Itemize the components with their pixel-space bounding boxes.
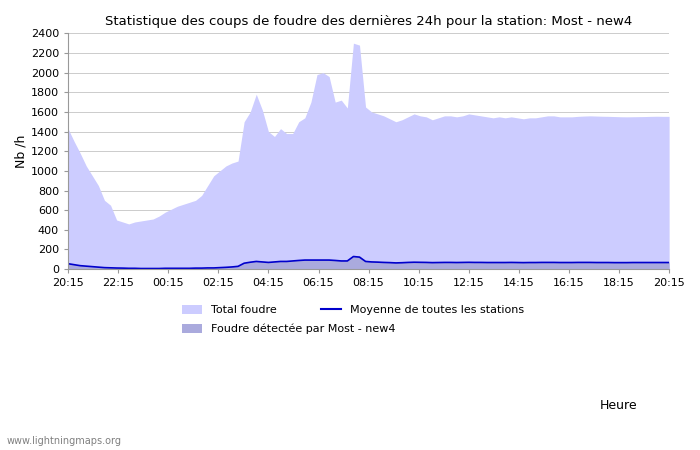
Legend: Foudre détectée par Most - new4: Foudre détectée par Most - new4 <box>182 324 395 334</box>
Text: www.lightningmaps.org: www.lightningmaps.org <box>7 436 122 446</box>
Text: Heure: Heure <box>599 399 637 412</box>
Y-axis label: Nb /h: Nb /h <box>15 135 28 168</box>
Title: Statistique des coups de foudre des dernières 24h pour la station: Most - new4: Statistique des coups de foudre des dern… <box>105 15 632 28</box>
